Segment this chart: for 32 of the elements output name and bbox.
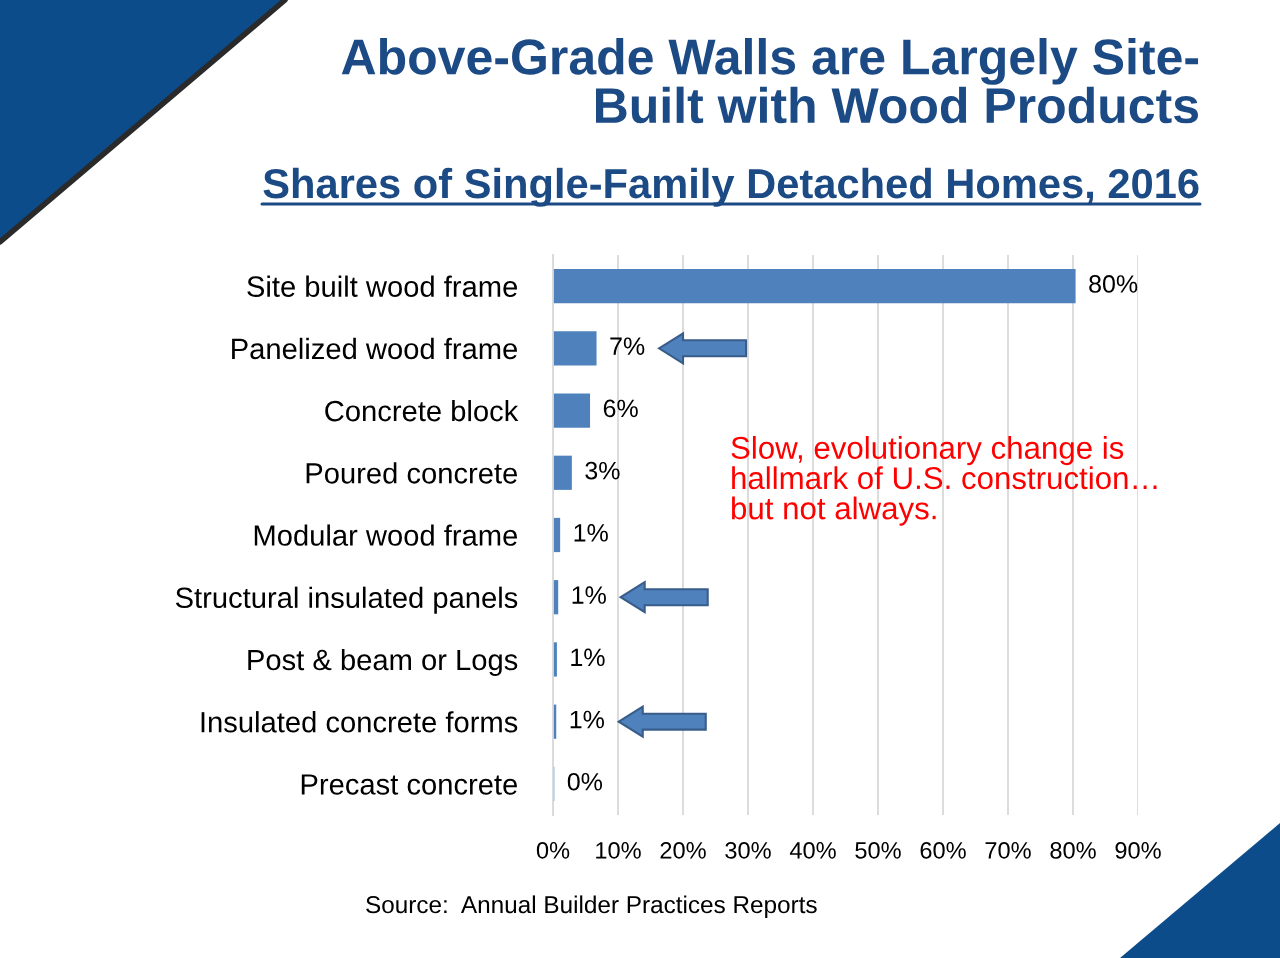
- x-tick-label: 20%: [660, 842, 706, 859]
- x-tick-label: 80%: [1050, 842, 1096, 859]
- y-tick-label: Structural insulated panels: [175, 586, 518, 614]
- data-label: 80%: [1089, 275, 1138, 293]
- y-tick-label: Site built wood frame: [247, 275, 517, 297]
- y-tick-label: Poured concrete: [306, 462, 517, 484]
- x-tick-label: 10%: [596, 842, 641, 859]
- annotation: Slow, evolutionary change is hallmark of U.S. construction… but not always.: [731, 436, 1157, 526]
- y-tick-label: Post & beam or Logs: [248, 648, 518, 677]
- x-tick-label: 70%: [985, 842, 1031, 859]
- data-label: 7%: [610, 337, 645, 355]
- source-note: Source: Annual Builder Practices Reports: [366, 895, 817, 919]
- data-label: 1%: [572, 586, 606, 604]
- x-tick-label: 30%: [725, 842, 771, 859]
- y-tick-label: Concrete block: [325, 399, 519, 422]
- y-tick-label: Modular wood frame: [254, 524, 517, 546]
- y-tick-label: Precast concrete: [301, 774, 517, 795]
- data-label: 1%: [570, 710, 604, 729]
- x-tick-label: 60%: [920, 842, 966, 859]
- x-tick-label: 50%: [855, 842, 901, 859]
- data-label: 1%: [574, 524, 608, 542]
- data-label: 3%: [585, 461, 620, 480]
- y-tick-label: Panelized wood frame: [232, 337, 517, 360]
- data-label: 6%: [603, 399, 638, 418]
- x-tick-label: 0%: [536, 842, 570, 859]
- y-tick-label: Insulated concrete forms: [201, 711, 518, 733]
- data-label: 1%: [571, 648, 605, 667]
- chart-subtitle: Shares of Single-Family Detached Homes, 2016: [263, 167, 1199, 207]
- data-label: 0%: [567, 772, 603, 791]
- x-tick-label: 40%: [789, 842, 836, 859]
- x-tick-label: 90%: [1115, 842, 1161, 859]
- chart-title: Above-Grade Walls are Largely Site-Built with Wood Products: [341, 38, 1199, 124]
